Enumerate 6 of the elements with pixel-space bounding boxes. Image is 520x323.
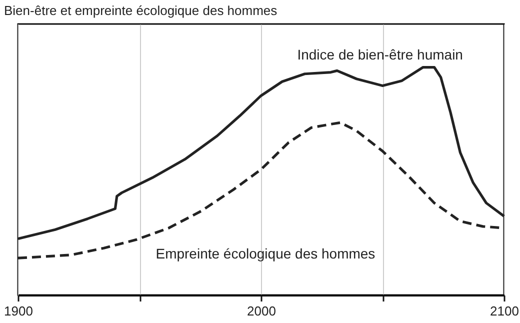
series-label: Indice de bien-être humain (297, 46, 463, 62)
x-tick-label: 2000 (247, 304, 276, 318)
x-tick-label: 1900 (4, 304, 33, 318)
x-tick-label: 2100 (490, 304, 519, 318)
series-label: Empreinte écologique des hommes (156, 246, 376, 262)
chart-title: Bien-être et empreinte écologique des hommes (4, 3, 278, 18)
